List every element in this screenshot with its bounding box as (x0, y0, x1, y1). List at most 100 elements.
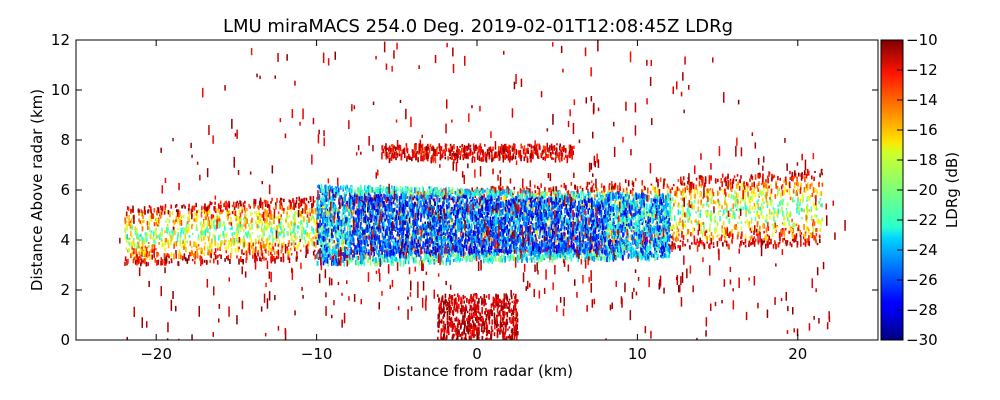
ldr-pixel (736, 234, 739, 240)
ldr-pixel (460, 190, 462, 195)
ldr-pixel (276, 216, 278, 220)
ldr-pixel (239, 212, 242, 218)
ldr-pixel (187, 223, 190, 229)
ldr-pixel (226, 232, 228, 236)
ldr-pixel (305, 204, 308, 211)
ldr-pixel (753, 242, 756, 247)
ldr-pixel (803, 224, 805, 229)
ldr-pixel (740, 236, 742, 240)
ldr-pixel (286, 215, 288, 219)
ldr-pixel (680, 197, 682, 200)
ldr-pixel (409, 223, 412, 226)
ldr-pixel (558, 190, 561, 195)
ldr-pixel (803, 242, 805, 246)
ldr-pixel (258, 200, 261, 206)
ldr-pixel (701, 179, 703, 183)
ldr-pixel (786, 240, 789, 243)
ldr-pixel (806, 207, 808, 213)
ldr-pixel (132, 239, 135, 246)
ldr-pixel (781, 190, 784, 196)
ldr-pixel (306, 219, 308, 225)
ldr-pixel (762, 215, 764, 219)
ldr-pixel (757, 188, 760, 192)
ldr-pixel (731, 233, 734, 240)
ldr-pixel (177, 232, 179, 236)
ldr-pixel (214, 248, 217, 253)
ldr-pixel (585, 186, 588, 190)
ldr-pixel (203, 259, 206, 263)
ldr-pixel (492, 212, 495, 215)
ldr-pixel (418, 208, 421, 212)
ldr-pixel (338, 227, 341, 231)
ldr-pixel (725, 228, 727, 235)
ldr-pixel (226, 211, 228, 218)
ldr-pixel (582, 204, 584, 207)
ldr-pixel (249, 234, 252, 239)
ldr-pixel (151, 254, 153, 260)
ldr-pixel (241, 206, 243, 211)
ldr-pixel (331, 212, 333, 216)
ldr-pixel (150, 230, 153, 233)
ldr-pixel (200, 248, 202, 252)
ldr-pixel (756, 184, 758, 189)
ldr-pixel (238, 246, 240, 250)
ldr-pixel (480, 188, 482, 192)
ldr-pixel (815, 207, 818, 211)
ldr-pixel (341, 218, 344, 222)
ldr-pixel (748, 197, 751, 204)
ldr-pixel (278, 222, 281, 227)
ldr-pixel (710, 197, 713, 201)
ldr-pixel (543, 223, 545, 229)
ldr-pixel (182, 215, 185, 219)
ldr-pixel (738, 185, 741, 191)
ldr-pixel (276, 198, 278, 203)
ldr-pixel (614, 199, 617, 204)
ldr-pixel (261, 230, 264, 234)
ldr-pixel (588, 203, 590, 208)
ldr-pixel (483, 250, 485, 256)
ldr-pixel (203, 236, 205, 241)
ldr-pixel (335, 242, 338, 246)
ldr-pixel (794, 191, 797, 197)
ldr-pixel (238, 223, 241, 227)
ldr-pixel (276, 251, 278, 255)
ldr-pixel (406, 248, 409, 253)
ldr-pixel (804, 176, 806, 183)
ldr-pixel (474, 202, 477, 207)
ldr-pixel (398, 199, 401, 204)
ldr-pixel (753, 230, 755, 235)
ldr-pixel (552, 200, 554, 204)
data-marks (119, 40, 846, 340)
ldr-pixel (816, 218, 819, 224)
ldr-pixel (485, 215, 488, 219)
ldr-pixel (298, 241, 301, 247)
ldr-pixel (125, 211, 128, 216)
ldr-pixel (757, 193, 760, 197)
ldr-pixel (207, 216, 210, 222)
ldr-pixel (725, 243, 728, 247)
ldr-pixel (227, 210, 229, 214)
ldr-pixel (236, 239, 239, 244)
ldr-pixel (643, 204, 645, 209)
ldr-pixel (158, 242, 160, 245)
ldr-pixel (312, 251, 315, 256)
ldr-pixel (141, 252, 143, 257)
ldr-pixel (150, 232, 152, 238)
ldr-pixel (422, 197, 425, 202)
ldr-pixel (290, 242, 293, 246)
ldr-pixel (632, 187, 634, 191)
ldr-pixel (796, 207, 798, 214)
ldr-pixel (687, 229, 689, 235)
ldr-pixel (622, 188, 625, 193)
ldr-pixel (544, 209, 546, 212)
ldr-pixel (793, 199, 795, 202)
ldr-pixel (716, 221, 719, 227)
ldr-pixel (624, 193, 626, 198)
ldr-pixel (677, 228, 680, 233)
ldr-pixel (742, 242, 745, 245)
ldr-pixel (241, 224, 243, 230)
ldr-pixel (365, 248, 368, 254)
ldr-pixel (226, 216, 229, 221)
ldr-pixel (411, 253, 413, 260)
